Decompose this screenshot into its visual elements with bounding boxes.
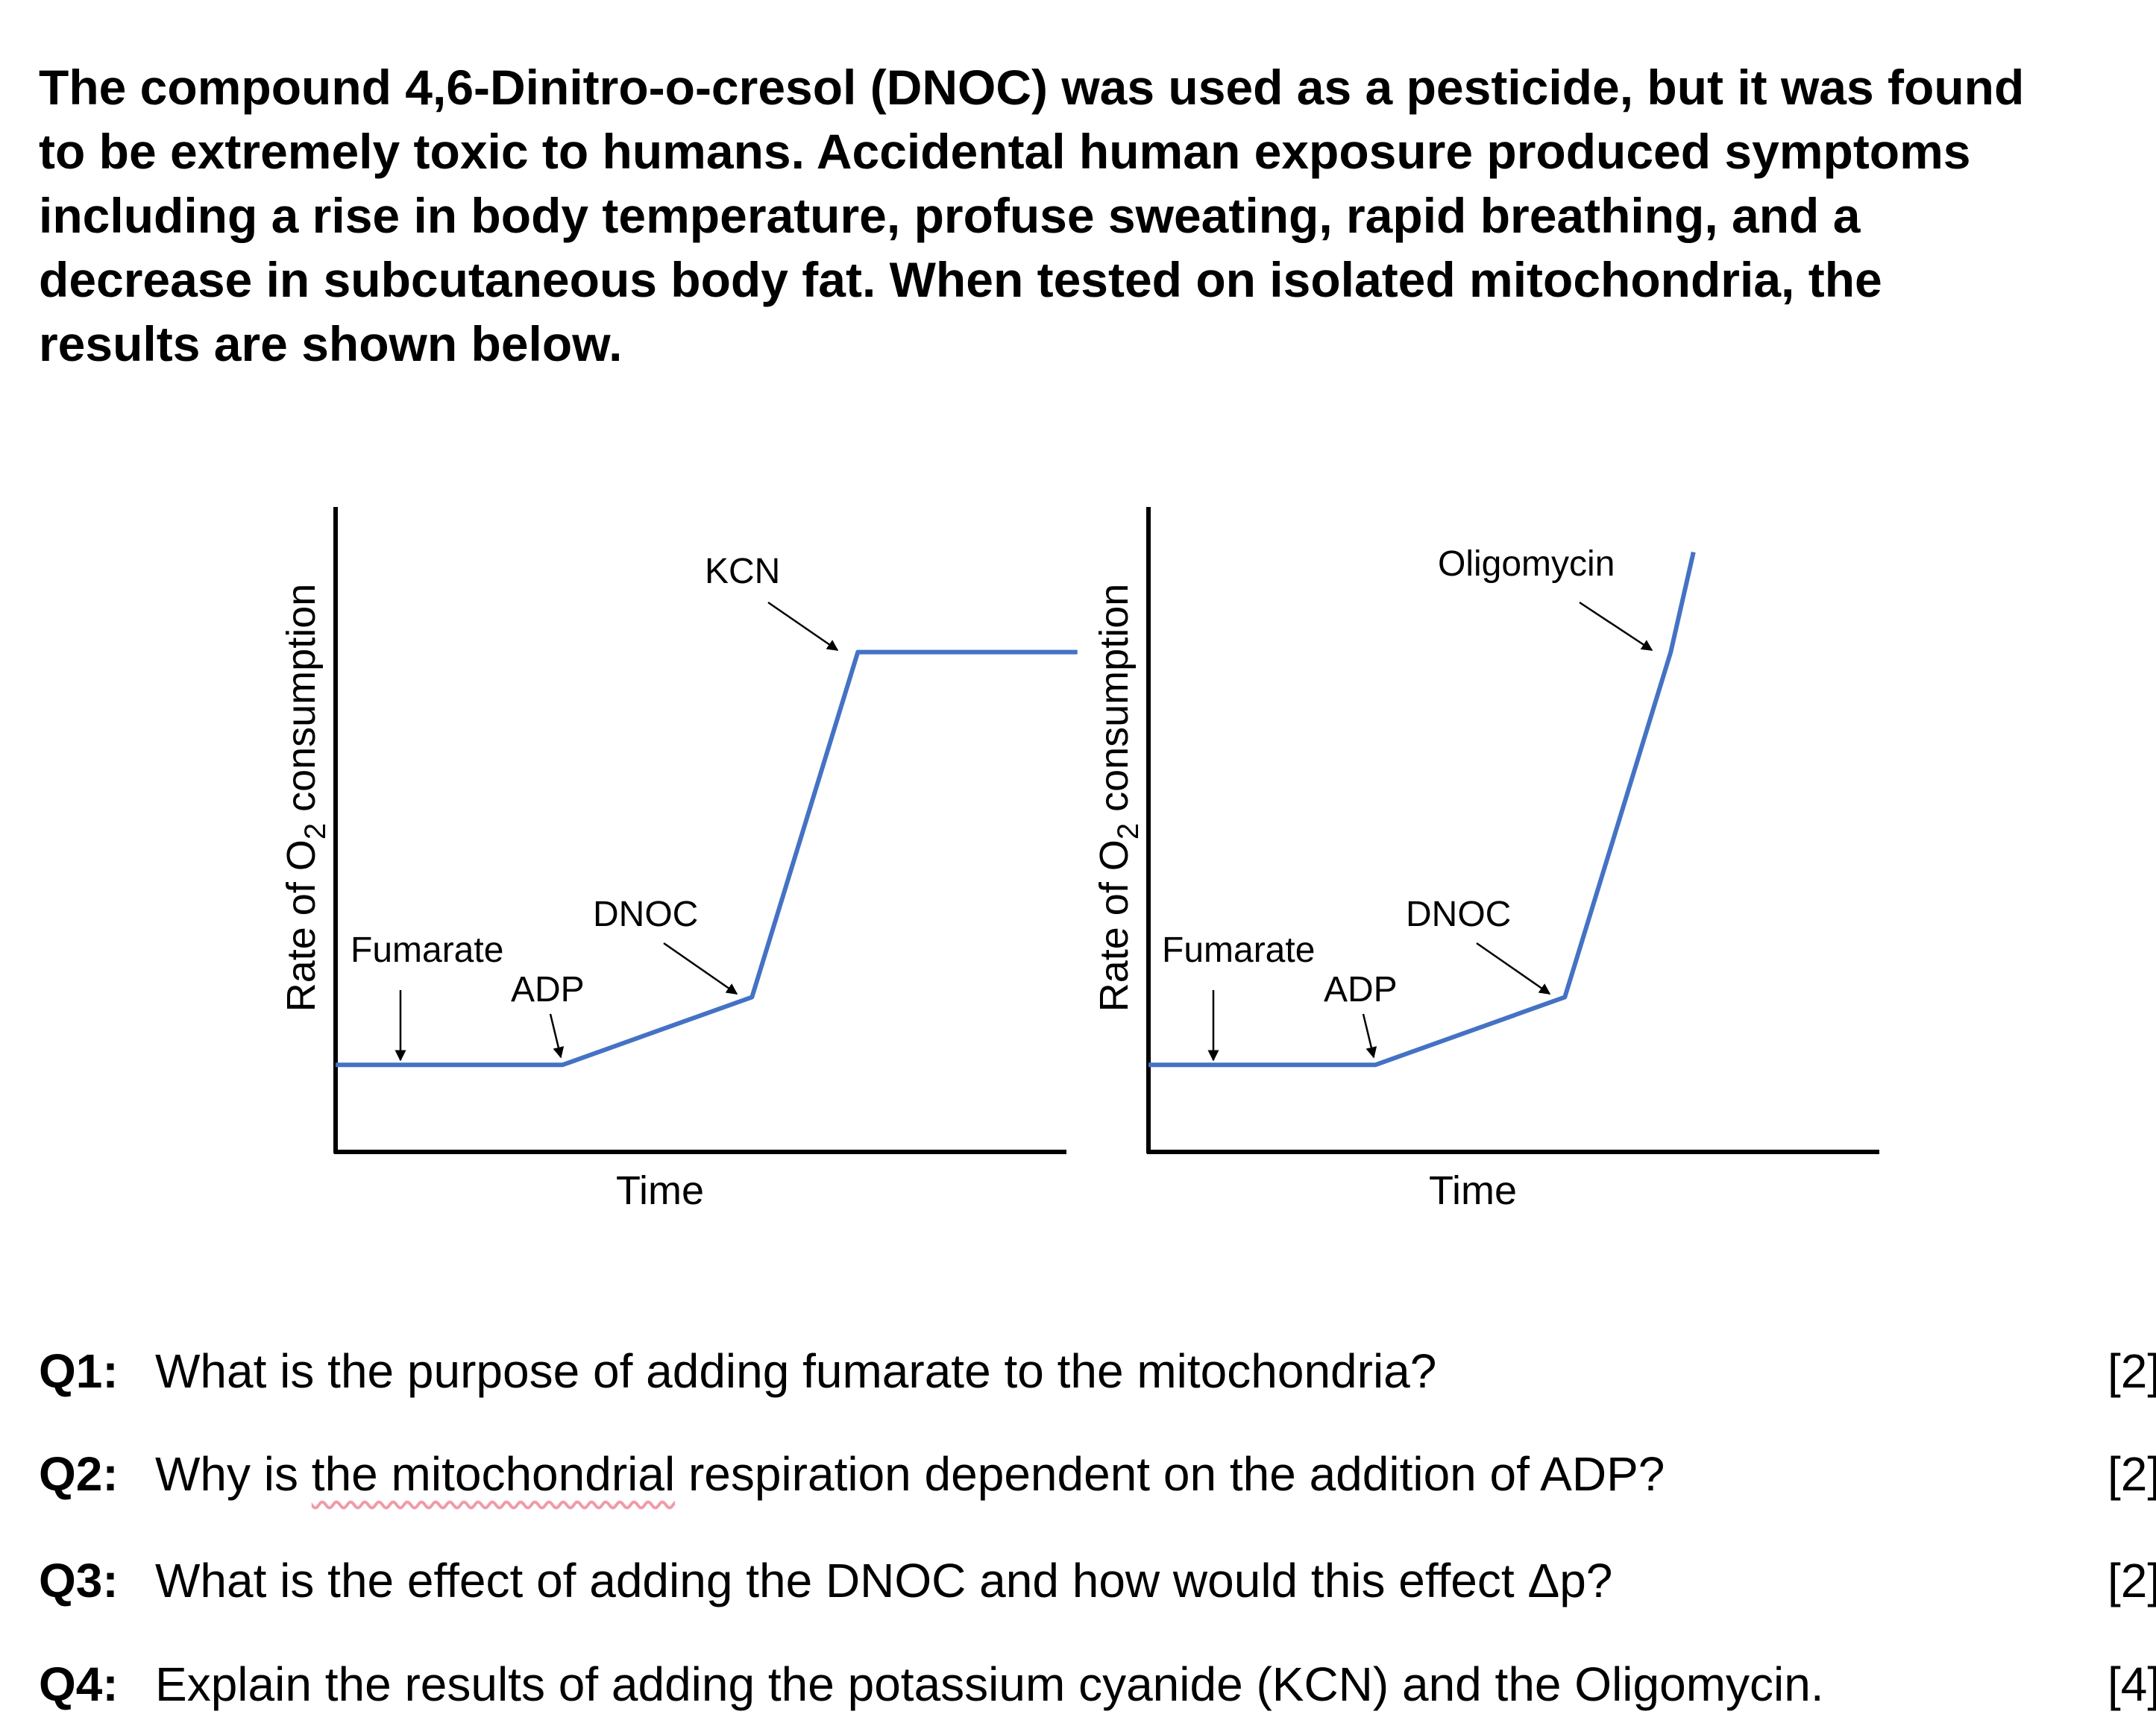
annotation-arrow xyxy=(1476,942,1551,995)
question-text: Explain the results of adding the potass… xyxy=(155,1657,1824,1711)
annotation-arrow xyxy=(663,942,738,995)
question-text-part: Why is xyxy=(155,1447,312,1501)
intro-line: The compound 4,6-Dinitro-o-cresol (DNOC)… xyxy=(39,60,2025,115)
intro-line: decrease in subcutaneous body fat. When … xyxy=(39,252,1882,307)
annotation-label: DNOC xyxy=(593,895,698,934)
annotation-arrow xyxy=(549,1013,565,1059)
o2-consumption-trace xyxy=(1148,551,1696,1068)
question-2: Q2: Why is the mitochondrial respiration… xyxy=(39,1446,2156,1514)
annotation-label: DNOC xyxy=(1406,895,1511,934)
question-number: Q2: xyxy=(39,1447,119,1501)
chart-kcn: Time Rate of O2 consumption FumarateADPDNO… xyxy=(279,507,1078,1213)
question-3: Q3: What is the effect of adding the DNO… xyxy=(39,1553,2156,1620)
annotation-arrow xyxy=(1579,601,1653,652)
y-axis-label: Rate of O2 consumption xyxy=(1092,584,1145,1012)
intro-line: including a rise in body temperature, pr… xyxy=(39,188,1861,243)
question-marks: [2] xyxy=(2108,1447,2156,1501)
spellcheck-underlined-text[interactable]: the mitochondrial xyxy=(311,1447,676,1501)
o2-consumption-trace xyxy=(336,649,1078,1068)
question-number: Q1: xyxy=(39,1344,119,1398)
intro-line: to be extremely toxic to humans. Acciden… xyxy=(39,124,1971,179)
annotation-label: Fumarate xyxy=(351,930,503,970)
question-number: Q4: xyxy=(39,1657,119,1711)
question-marks: [4] xyxy=(2108,1657,2156,1711)
x-axis-label: Time xyxy=(1429,1168,1517,1213)
annotation-label: ADP xyxy=(1324,970,1398,1010)
question-text: Why is the mitochondrial respiration dep… xyxy=(155,1446,1665,1502)
intro-paragraph: The compound 4,6-Dinitro-o-cresol (DNOC)… xyxy=(39,55,2142,376)
question-marks: [2] xyxy=(2108,1344,2156,1398)
question-number: Q3: xyxy=(39,1554,119,1607)
annotation-arrow xyxy=(1362,1013,1377,1059)
annotation-label: ADP xyxy=(511,970,585,1010)
question-text-part: respiration dependent on the addition of… xyxy=(675,1447,1665,1501)
question-1: Q1: What is the purpose of adding fumara… xyxy=(39,1344,2156,1411)
question-text: What is the purpose of adding fumarate t… xyxy=(155,1344,1437,1398)
chart-oligomycin: Time Rate of O2 consumption FumarateADPDNO… xyxy=(1092,507,1879,1213)
y-axis-label: Rate of O2 consumption xyxy=(279,584,332,1012)
annotation-arrow xyxy=(767,601,839,652)
question-4: Q4: Explain the results of adding the po… xyxy=(39,1657,2156,1724)
intro-line: results are shown below. xyxy=(39,316,623,371)
annotation-label: KCN xyxy=(705,552,780,591)
annotation-label: Oligomycin xyxy=(1438,544,1615,584)
question-text: What is the effect of adding the DNOC an… xyxy=(155,1554,1613,1607)
x-axis-label: Time xyxy=(616,1168,704,1213)
annotation-label: Fumarate xyxy=(1162,930,1315,970)
question-marks: [2] xyxy=(2108,1554,2156,1607)
